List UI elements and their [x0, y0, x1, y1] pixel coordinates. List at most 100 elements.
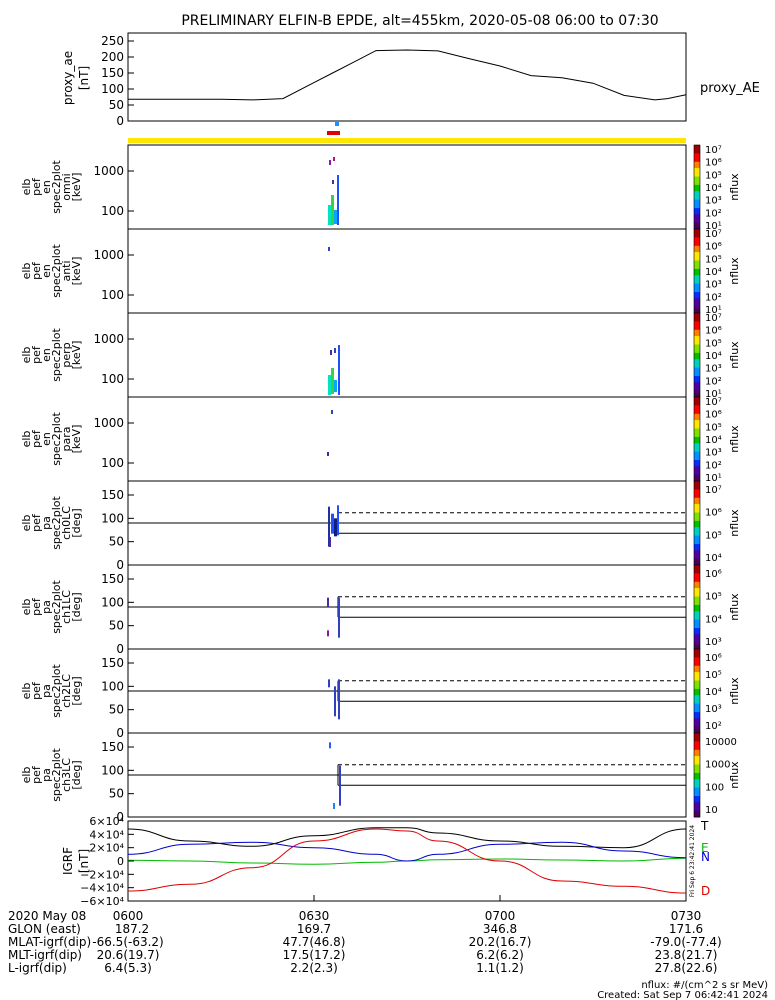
colorbar-cell: [694, 327, 700, 331]
colorbar-cell: [694, 514, 700, 518]
colorbar-cell: [694, 649, 700, 652]
colorbar-cell: [694, 434, 700, 438]
spec-panel-2: 1001000elbpefenspec2plotperp[keV]10⁷10⁶1…: [20, 312, 741, 400]
colorbar-cell: [694, 193, 700, 196]
colorbar-cell: [694, 262, 700, 266]
spec-data-pixel: [328, 375, 331, 395]
pa-cb-tick: 1000: [705, 760, 730, 771]
footer-col0-glon: 187.2: [115, 922, 149, 936]
pa-cb-tick: 10⁵: [705, 592, 722, 603]
colorbar-cell: [694, 283, 700, 287]
colorbar-cell: [694, 254, 700, 257]
colorbar-cell: [694, 464, 700, 467]
colorbar-cell: [694, 260, 700, 264]
ae-tick-label: 150: [101, 66, 124, 80]
spec-ylabel-line: perp: [60, 342, 73, 367]
footer-units-note: nflux: #/(cm^2 s sr MeV): [641, 980, 768, 991]
colorbar-cell: [694, 224, 700, 228]
colorbar-cell: [694, 451, 700, 455]
colorbar-cell: [694, 418, 700, 421]
colorbar-cell: [694, 355, 700, 358]
colorbar-cell: [694, 712, 700, 715]
spec-ylabel-line: en: [40, 348, 53, 362]
pa-colorbar: 10⁶ 10⁵ 10⁴ 10³ 10² nflux: [693, 648, 741, 734]
colorbar-cell: [694, 646, 700, 650]
colorbar-cell: [694, 642, 700, 646]
spec-cb-tick: 10¹: [705, 389, 722, 400]
pa-cb-tick: 10³: [705, 704, 722, 715]
colorbar-cell: [694, 334, 700, 337]
colorbar-cell: [694, 670, 700, 673]
colorbar-cell: [694, 218, 700, 222]
spec-ylabel-line: spec2plot: [50, 412, 63, 466]
colorbar-cell: [694, 300, 700, 303]
spec-cb-tick: 10³: [705, 280, 722, 291]
pa-data-pixel: [337, 505, 339, 536]
colorbar-cell: [694, 527, 700, 530]
colorbar-cell: [694, 285, 700, 289]
colorbar-cell: [694, 178, 700, 182]
colorbar-cell: [694, 743, 700, 747]
colorbar-cell: [694, 716, 700, 719]
footer-date-label: 2020 May 08: [8, 909, 86, 923]
colorbar-cell: [694, 430, 700, 434]
spec-ylabel-line: elb: [20, 431, 33, 448]
colorbar-cell: [694, 256, 700, 259]
pa-cb-tick: 10⁵: [705, 530, 722, 541]
spec-cb-tick: 10⁴: [705, 435, 722, 446]
colorbar-cell: [694, 365, 700, 369]
spec-frame: [127, 144, 687, 230]
igrf-tick-label: 6×10⁴: [89, 815, 124, 828]
pa-colorbar: 10000 1000 100 10 nflux: [693, 732, 741, 818]
ephemeris-footer: 2020 May 08 GLON (east) MLAT-igrf(dip) M…: [8, 909, 768, 1000]
colorbar-cell: [694, 264, 700, 268]
colorbar-cell: [694, 569, 700, 572]
colorbar-cell: [694, 808, 700, 812]
colorbar-cell: [694, 714, 700, 717]
spec-tick-label: 100: [101, 456, 124, 470]
colorbar-cell: [694, 628, 700, 631]
colorbar-cell: [694, 611, 700, 614]
pa-tick-label: 0: [116, 810, 124, 824]
colorbar-cell: [694, 203, 700, 207]
spec-data-pixel: [338, 345, 340, 395]
pa-tick-label: 100: [101, 595, 124, 609]
ae-tick-label: 50: [109, 98, 124, 112]
colorbar-cell: [694, 296, 700, 299]
spec-data-pixel: [334, 348, 336, 353]
colorbar-cell: [694, 581, 700, 585]
colorbar-cell: [694, 806, 700, 810]
spec-ylabel-line: elb: [20, 347, 33, 364]
pa-cb-tick: 10⁴: [705, 614, 722, 625]
colorbar-cell: [694, 699, 700, 702]
colorbar-cell: [694, 216, 700, 219]
colorbar-cell: [694, 707, 700, 711]
colorbar-cell: [694, 680, 700, 684]
spec-data-pixel: [329, 160, 331, 165]
colorbar-cell: [694, 768, 700, 772]
colorbar-cell: [694, 613, 700, 616]
colorbar-cell: [694, 764, 700, 768]
colorbar-cell: [694, 252, 700, 255]
colorbar-cell: [694, 592, 700, 595]
spec-data-pixel: [333, 157, 335, 161]
spec-panel-0: 1001000elbpefenspec2plotomni[keV]10⁷10⁶1…: [20, 144, 741, 232]
pa-ylabel-line: [deg]: [70, 760, 83, 789]
spec-data-pixel: [331, 368, 334, 394]
pa-data-pixel: [339, 765, 341, 806]
colorbar-cell: [694, 520, 700, 524]
colorbar-cell: [694, 220, 700, 224]
colorbar-cell: [694, 739, 700, 742]
colorbar-cell: [694, 247, 700, 251]
igrf-stamp: Fri Sep 6 23:42:41 2024: [689, 825, 696, 897]
colorbar-cell: [694, 287, 700, 291]
colorbar-cell: [694, 457, 700, 461]
spec-frame: [127, 228, 687, 314]
spec-data-pixel: [331, 195, 334, 225]
spec-data-pixel: [334, 210, 337, 224]
igrf-line-n: [127, 841, 687, 862]
colorbar-cell: [694, 346, 700, 350]
spec-cb-label: nflux: [728, 341, 741, 369]
colorbar-cell: [694, 625, 700, 629]
